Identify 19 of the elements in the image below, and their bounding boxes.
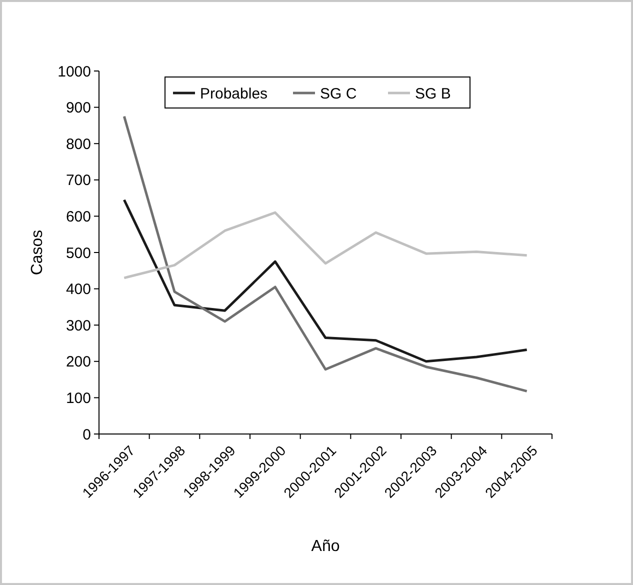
y-tick-label: 700 bbox=[66, 172, 91, 190]
legend-label: Probables bbox=[200, 85, 268, 102]
line-series bbox=[122, 115, 528, 392]
line-series bbox=[122, 198, 528, 363]
y-tick-label: 0 bbox=[82, 426, 91, 444]
y-tick-label: 500 bbox=[66, 244, 91, 262]
y-tick-label: 100 bbox=[66, 390, 91, 407]
y-tick-label: 1000 bbox=[58, 63, 91, 80]
y-axis-title: Casos bbox=[29, 230, 46, 276]
x-axis-title: Año bbox=[311, 538, 340, 555]
y-tick-label: 300 bbox=[66, 317, 91, 334]
legend-label: SG C bbox=[320, 85, 357, 102]
line-series bbox=[122, 211, 528, 280]
y-tick-label: 800 bbox=[66, 136, 91, 153]
y-tick-label: 600 bbox=[66, 208, 91, 226]
y-tick-label: 400 bbox=[66, 281, 91, 298]
y-tick-label: 900 bbox=[66, 100, 91, 117]
legend-label: SG B bbox=[415, 85, 451, 102]
y-tick-label: 200 bbox=[66, 354, 91, 371]
